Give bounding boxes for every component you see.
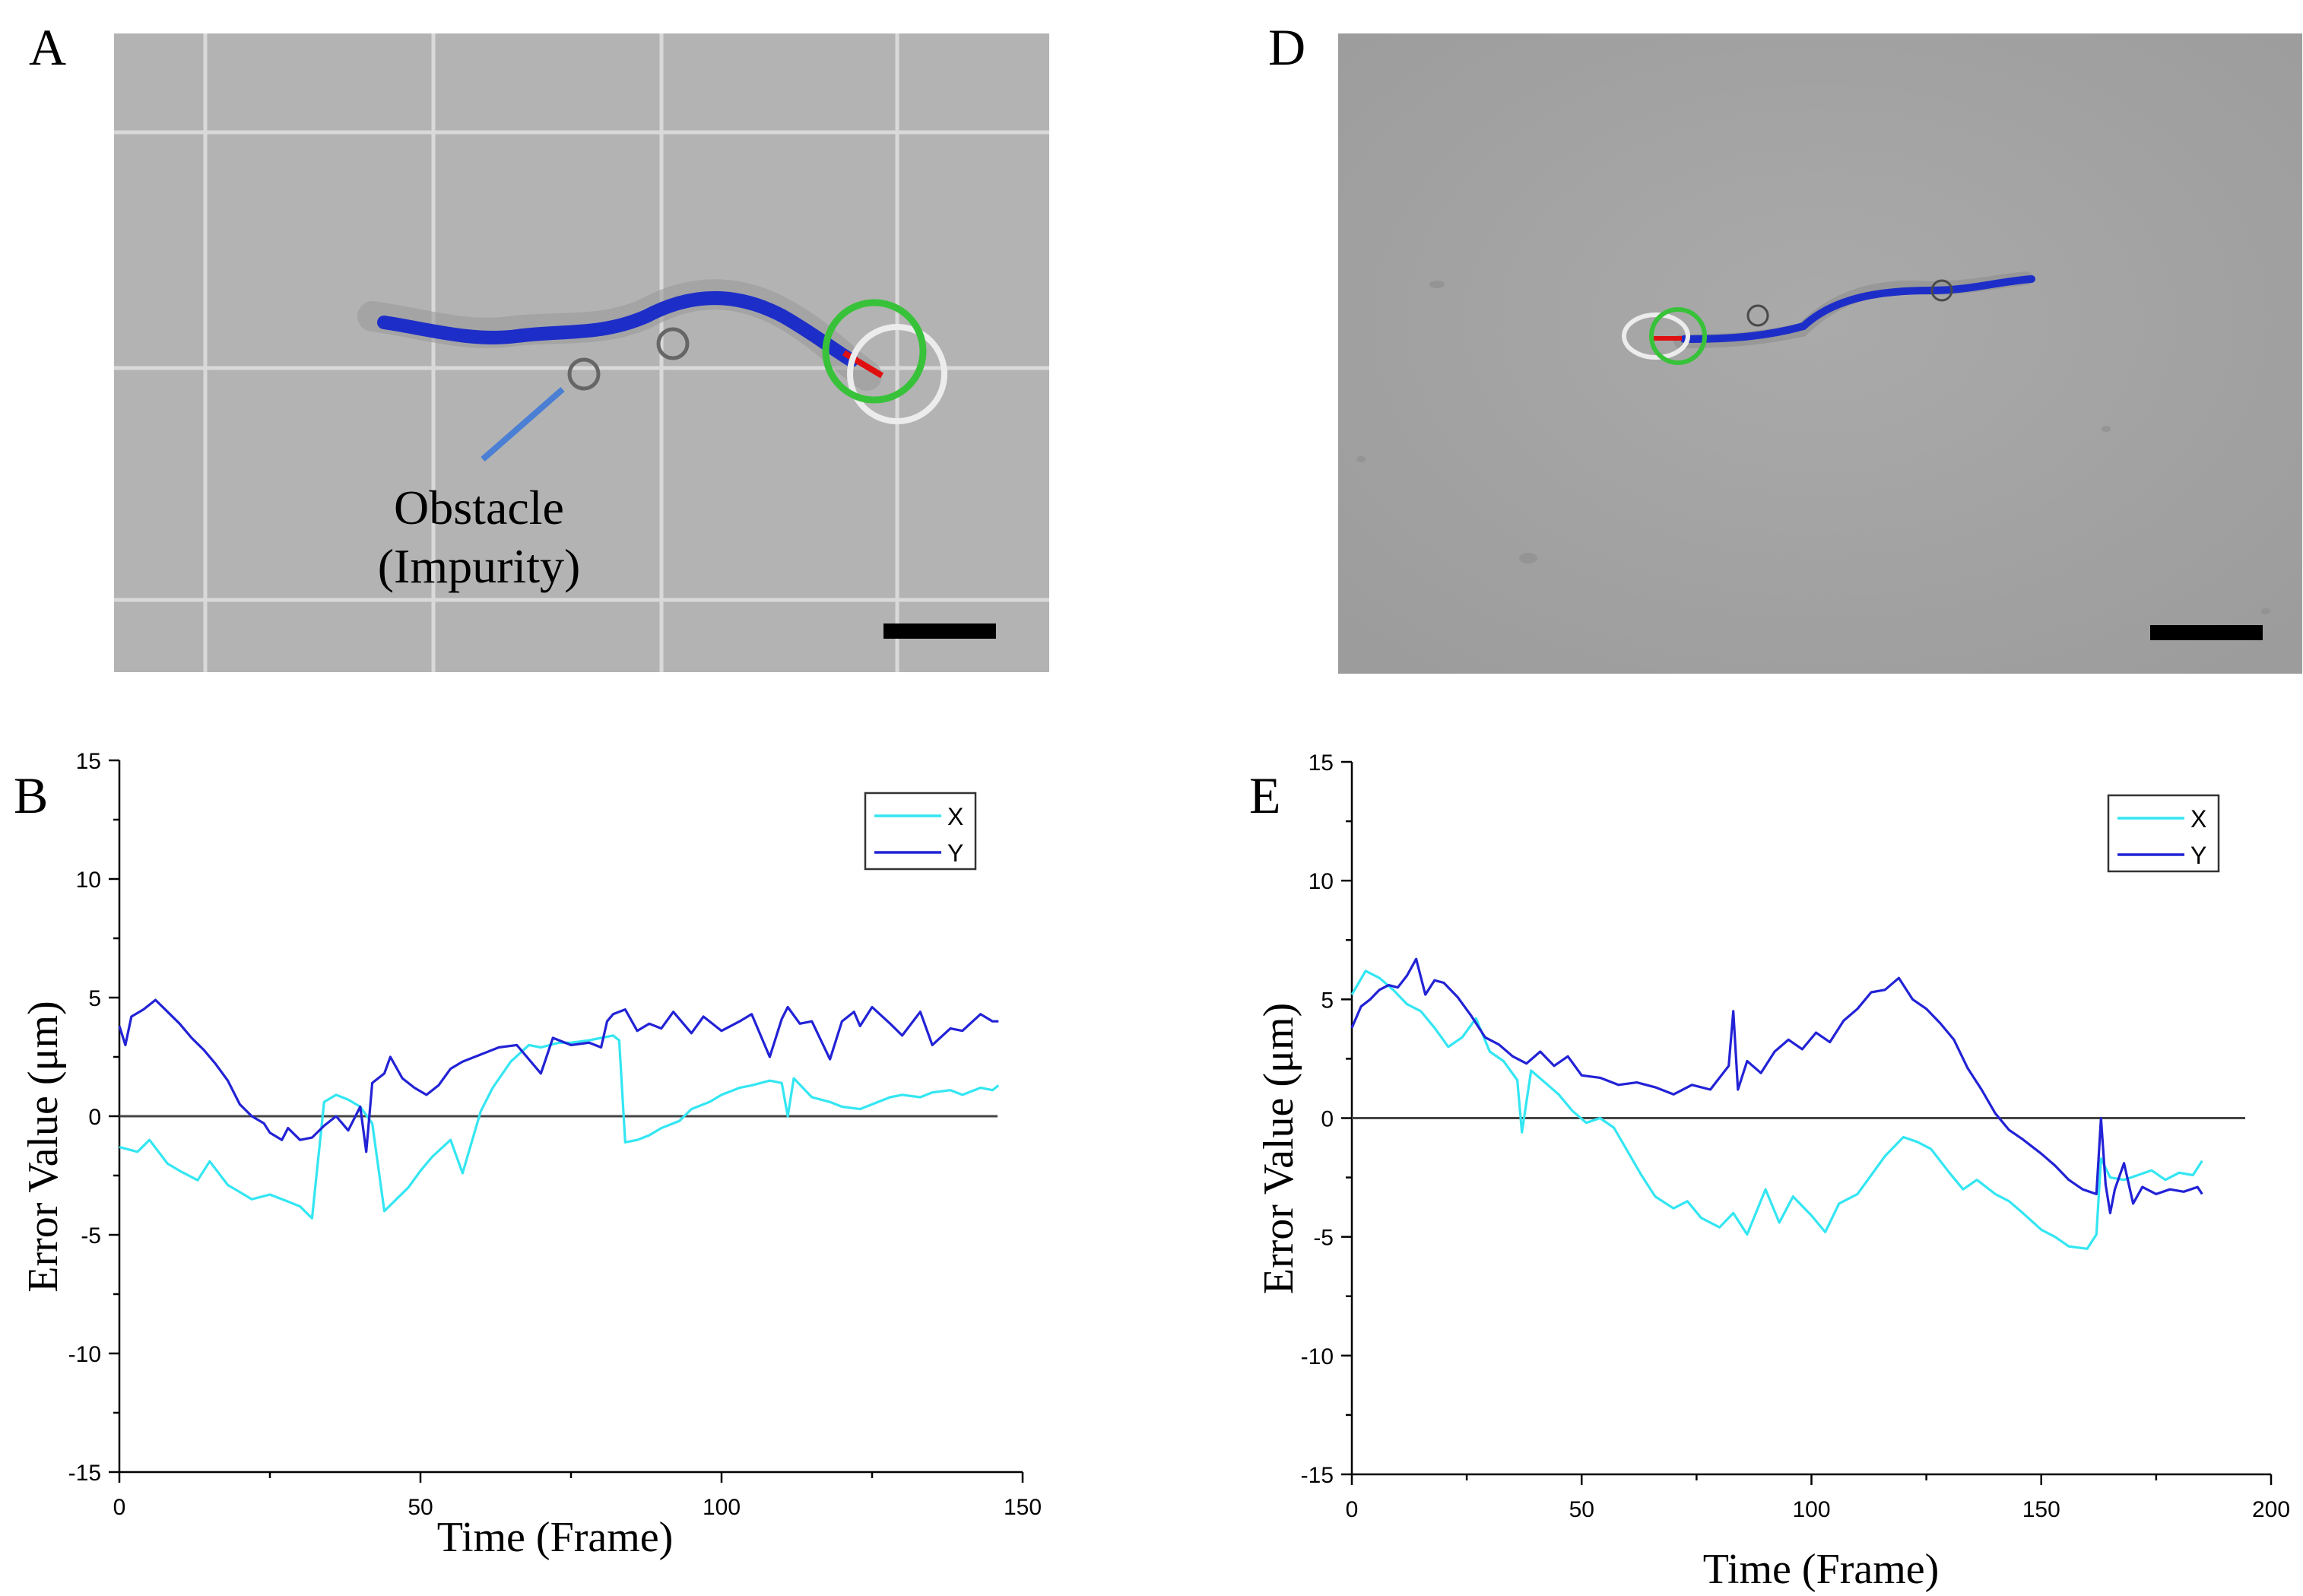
legend: XY <box>864 792 977 871</box>
trajectory-path-d <box>1680 275 2035 343</box>
series-line-x <box>1350 969 2203 1250</box>
legend-box <box>864 792 977 871</box>
x-axis-title: Time (Frame) <box>437 1514 674 1561</box>
legend: XY <box>2107 794 2220 873</box>
panel-label-e: E <box>1249 766 1281 824</box>
annotation-pointer <box>481 386 565 462</box>
y-tick-label: 0 <box>1321 1107 1334 1132</box>
x-tick-label: 0 <box>1346 1497 1359 1522</box>
legend-label-x: X <box>2190 805 2206 833</box>
scale-bar-a <box>883 623 996 639</box>
grid-lines-a <box>114 33 1049 672</box>
y-tick-label: -10 <box>1301 1344 1334 1369</box>
y-axis-title: Error Value (μm) <box>20 1001 67 1293</box>
current-position-circle-a <box>847 324 947 424</box>
trajectory-overlay-d <box>1338 33 2302 674</box>
obstacle-icon <box>1930 279 1953 302</box>
y-tick-label: 5 <box>1321 988 1334 1013</box>
legend-box <box>2107 794 2220 873</box>
y-tick-label: 0 <box>88 1105 101 1130</box>
trajectory-overlay-a <box>114 33 1049 672</box>
obstacle-icon <box>567 357 601 391</box>
x-tick-label: 100 <box>1792 1497 1830 1522</box>
y-tick-label: -5 <box>81 1223 101 1249</box>
obstacle-annotation-line2: (Impurity) <box>377 538 581 593</box>
panel-label-d: D <box>1268 18 1306 76</box>
x-tick-label: 100 <box>703 1495 741 1520</box>
obstacle-icon <box>1746 304 1769 327</box>
debris-specks <box>1356 281 2270 614</box>
obstacle-icon <box>656 327 690 360</box>
x-tick-label: 200 <box>2252 1497 2290 1522</box>
x-axis-title: Time (Frame) <box>1703 1546 1940 1593</box>
series-line-x <box>119 1034 1000 1220</box>
y-tick-label: 15 <box>1309 750 1334 776</box>
trajectory-path-a <box>377 291 858 367</box>
microscope-image-a <box>114 33 1049 672</box>
image-background-d <box>1338 33 2302 674</box>
y-tick-label: 5 <box>88 986 101 1011</box>
scale-bar-d <box>2150 625 2263 640</box>
x-tick-label: 50 <box>408 1495 433 1520</box>
legend-label-x: X <box>947 803 963 830</box>
x-tick-label: 150 <box>1004 1495 1042 1520</box>
y-tick-label: -10 <box>68 1342 101 1367</box>
panel-label-b: B <box>14 766 49 824</box>
target-circle-d <box>1649 307 1707 365</box>
obstacle-annotation: Obstacle (Impurity) <box>319 479 639 596</box>
legend-label-y: Y <box>2190 842 2206 869</box>
y-tick-label: 15 <box>76 749 101 774</box>
microscope-image-d <box>1338 33 2302 674</box>
y-tick-label: 10 <box>76 868 101 893</box>
target-circle-a <box>822 299 927 404</box>
legend-label-y: Y <box>947 839 963 867</box>
series-line-y <box>118 998 999 1153</box>
y-tick-label: 10 <box>1309 869 1334 894</box>
current-position-circle-d <box>1622 313 1690 360</box>
y-tick-label: -5 <box>1313 1226 1334 1251</box>
x-tick-label: 0 <box>113 1495 126 1520</box>
x-tick-label: 50 <box>1569 1497 1594 1522</box>
y-tick-label: -15 <box>1301 1463 1334 1488</box>
y-tick-label: -15 <box>68 1461 101 1486</box>
series-line-y <box>1350 957 2203 1215</box>
y-axis-title: Error Value (μm) <box>1255 1003 1302 1295</box>
x-tick-label: 150 <box>2022 1497 2060 1522</box>
obstacle-annotation-line1: Obstacle <box>394 481 564 535</box>
panel-label-a: A <box>29 18 67 76</box>
